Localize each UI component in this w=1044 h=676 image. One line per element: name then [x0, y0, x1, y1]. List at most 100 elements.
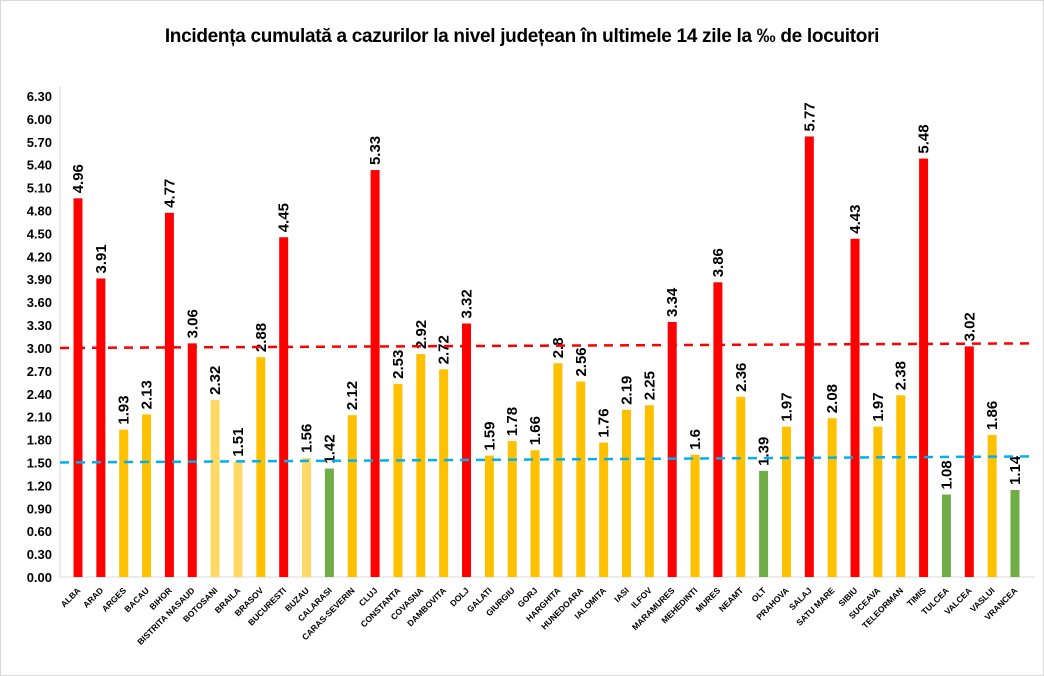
data-label: 2.12: [344, 381, 361, 410]
bar-bihor: [164, 212, 174, 578]
bar-brasov: [256, 357, 266, 577]
data-label: 5.77: [801, 102, 818, 131]
y-tick-label: 4.20: [27, 249, 52, 264]
data-label: 3.32: [459, 289, 476, 318]
y-tick-label: 2.40: [27, 387, 52, 402]
data-label: 3.06: [184, 309, 201, 338]
data-label: 1.76: [596, 408, 613, 437]
bar-calarasi: [324, 468, 334, 577]
data-label: 1.51: [230, 428, 247, 457]
threshold-line-0: [59, 342, 1036, 350]
bar-teleorman: [896, 395, 906, 577]
y-tick-label: 1.50: [27, 455, 52, 470]
y-tick-label: 6.30: [27, 89, 52, 104]
bar-dolj: [462, 323, 472, 577]
bar-bacau: [142, 414, 152, 577]
data-label: 3.34: [664, 287, 681, 317]
data-label: 3.86: [710, 248, 727, 277]
bar-bistrita-nasaud: [187, 343, 197, 577]
bar-valcea: [964, 346, 974, 577]
y-tick-label: 3.30: [27, 318, 52, 333]
bar-mures: [713, 282, 723, 577]
data-label: 3.02: [961, 312, 978, 341]
bar-neamt: [736, 396, 746, 577]
y-tick-label: 5.70: [27, 135, 52, 150]
data-label: 2.38: [893, 361, 910, 390]
y-tick-label: 5.40: [27, 158, 52, 173]
y-tick-label: 0.30: [27, 547, 52, 562]
bar-salaj: [804, 136, 814, 577]
bar-galati: [484, 455, 494, 577]
bar-suceava: [873, 426, 883, 577]
bar-giurgiu: [507, 441, 517, 577]
data-label: 4.43: [847, 205, 864, 234]
data-label: 1.6: [687, 429, 704, 450]
x-tick-label: NEAMT: [717, 585, 746, 614]
y-tick-label: 0.60: [27, 524, 52, 539]
bar-sibiu: [850, 238, 860, 577]
data-label: 4.45: [276, 203, 293, 232]
bar-alba: [73, 198, 83, 578]
bar-mehedinti: [690, 454, 700, 577]
bar-braila: [233, 461, 243, 577]
bar-caras-severin: [347, 415, 357, 577]
data-label: 2.19: [618, 376, 635, 405]
y-tick-label: 4.50: [27, 226, 52, 241]
x-tick-label: MURES: [694, 585, 723, 614]
threshold-line-1: [59, 455, 1036, 464]
data-label: 2.36: [733, 363, 750, 392]
bar-buzau: [302, 457, 312, 577]
y-tick-label: 2.70: [27, 364, 52, 379]
data-label: 2.32: [207, 366, 224, 395]
chart-title: Incidența cumulată a cazurilor la nivel …: [164, 26, 880, 47]
bar-constanta: [393, 383, 403, 577]
data-label: 2.72: [436, 335, 453, 364]
bar-arges: [119, 429, 129, 577]
x-tick-label: IASI: [612, 585, 631, 604]
bar-harghita: [553, 363, 563, 577]
y-tick-label: 4.80: [27, 204, 52, 219]
y-tick-label: 0.00: [27, 570, 52, 585]
bar-vrancea: [1010, 489, 1020, 577]
data-label: 1.97: [870, 392, 887, 421]
bar-maramures: [667, 321, 677, 577]
bar-ilfov: [644, 405, 654, 577]
data-label: 2.56: [573, 347, 590, 376]
data-label: 1.78: [504, 407, 521, 436]
data-label: 5.48: [916, 124, 933, 153]
x-tick-label: BACAU: [122, 585, 151, 614]
data-label: 2.88: [253, 323, 270, 352]
bar-dambovita: [439, 369, 449, 577]
y-tick-label: 1.20: [27, 478, 52, 493]
bar-ialomita: [599, 442, 609, 577]
x-tick-label: OLT: [749, 585, 768, 604]
y-tick-label: 5.10: [27, 181, 52, 196]
bar-arad: [96, 278, 106, 577]
y-tick-label: 3.60: [27, 295, 52, 310]
data-label: 1.42: [321, 434, 338, 463]
x-tick-label: ALBA: [59, 585, 83, 609]
data-label: 2.53: [390, 350, 407, 379]
data-label: 3.91: [93, 244, 110, 273]
data-label: 2.8: [550, 337, 567, 358]
data-label: 2.13: [139, 380, 156, 409]
y-tick-label: 3.90: [27, 272, 52, 287]
data-label: 1.08: [938, 460, 955, 489]
data-label: 1.59: [481, 421, 498, 450]
bar-botosani: [210, 399, 220, 577]
data-label: 1.86: [984, 401, 1001, 430]
y-tick-label: 6.00: [27, 112, 52, 127]
bar-tulcea: [941, 494, 951, 577]
bar-cluj: [370, 170, 380, 578]
data-label: 2.25: [641, 371, 658, 400]
data-label: 1.97: [778, 392, 795, 421]
bar-gorj: [530, 450, 540, 577]
data-label: 4.96: [70, 164, 87, 193]
bar-prahova: [781, 426, 791, 577]
bar-iasi: [621, 409, 631, 577]
bar-satu-mare: [827, 418, 837, 577]
y-tick-label: 2.10: [27, 410, 52, 425]
bar-hunedoara: [576, 381, 586, 577]
data-label: 4.77: [161, 179, 178, 208]
